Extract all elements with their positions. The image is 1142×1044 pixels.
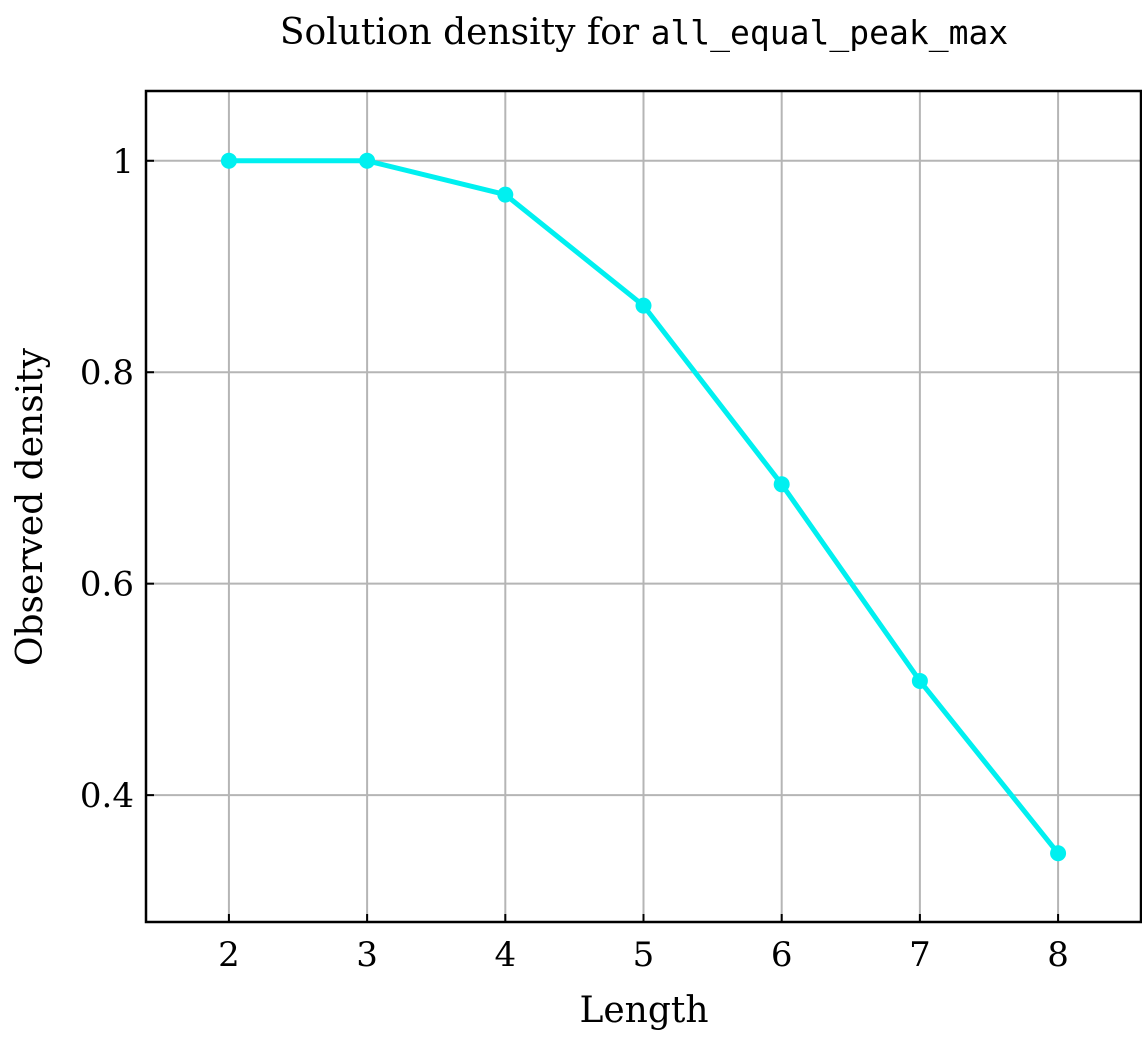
data-point bbox=[773, 476, 790, 493]
y-axis-label: Observed density bbox=[10, 347, 51, 666]
x-tick-label: 7 bbox=[909, 935, 931, 975]
y-tick-label: 0.8 bbox=[80, 353, 134, 393]
data-point bbox=[497, 186, 514, 203]
x-axis-label: Length bbox=[579, 990, 708, 1031]
x-tick-label: 8 bbox=[1047, 935, 1069, 975]
data-point bbox=[635, 297, 652, 314]
chart-title: Solution density for all_equal_peak_max bbox=[280, 12, 1008, 53]
data-point bbox=[1050, 845, 1067, 862]
grid bbox=[146, 91, 1141, 922]
data-point bbox=[220, 152, 237, 169]
series bbox=[220, 152, 1067, 862]
x-tick-label: 4 bbox=[494, 935, 516, 975]
y-tick-labels: 0.4 0.6 0.8 1 bbox=[80, 142, 154, 816]
x-tick-label: 6 bbox=[771, 935, 793, 975]
x-tick-label: 5 bbox=[633, 935, 655, 975]
chart-title-prefix: Solution density for bbox=[280, 12, 651, 53]
x-tick-label: 3 bbox=[356, 935, 378, 975]
x-tick-label: 2 bbox=[218, 935, 240, 975]
y-tick-label: 1 bbox=[112, 142, 134, 182]
data-point bbox=[359, 152, 376, 169]
y-tick-label: 0.4 bbox=[80, 776, 134, 816]
x-tick-labels: 2 3 4 5 6 7 8 bbox=[218, 914, 1069, 975]
data-point bbox=[911, 672, 928, 689]
y-tick-label: 0.6 bbox=[80, 565, 134, 605]
chart-title-code: all_equal_peak_max bbox=[651, 13, 1009, 53]
